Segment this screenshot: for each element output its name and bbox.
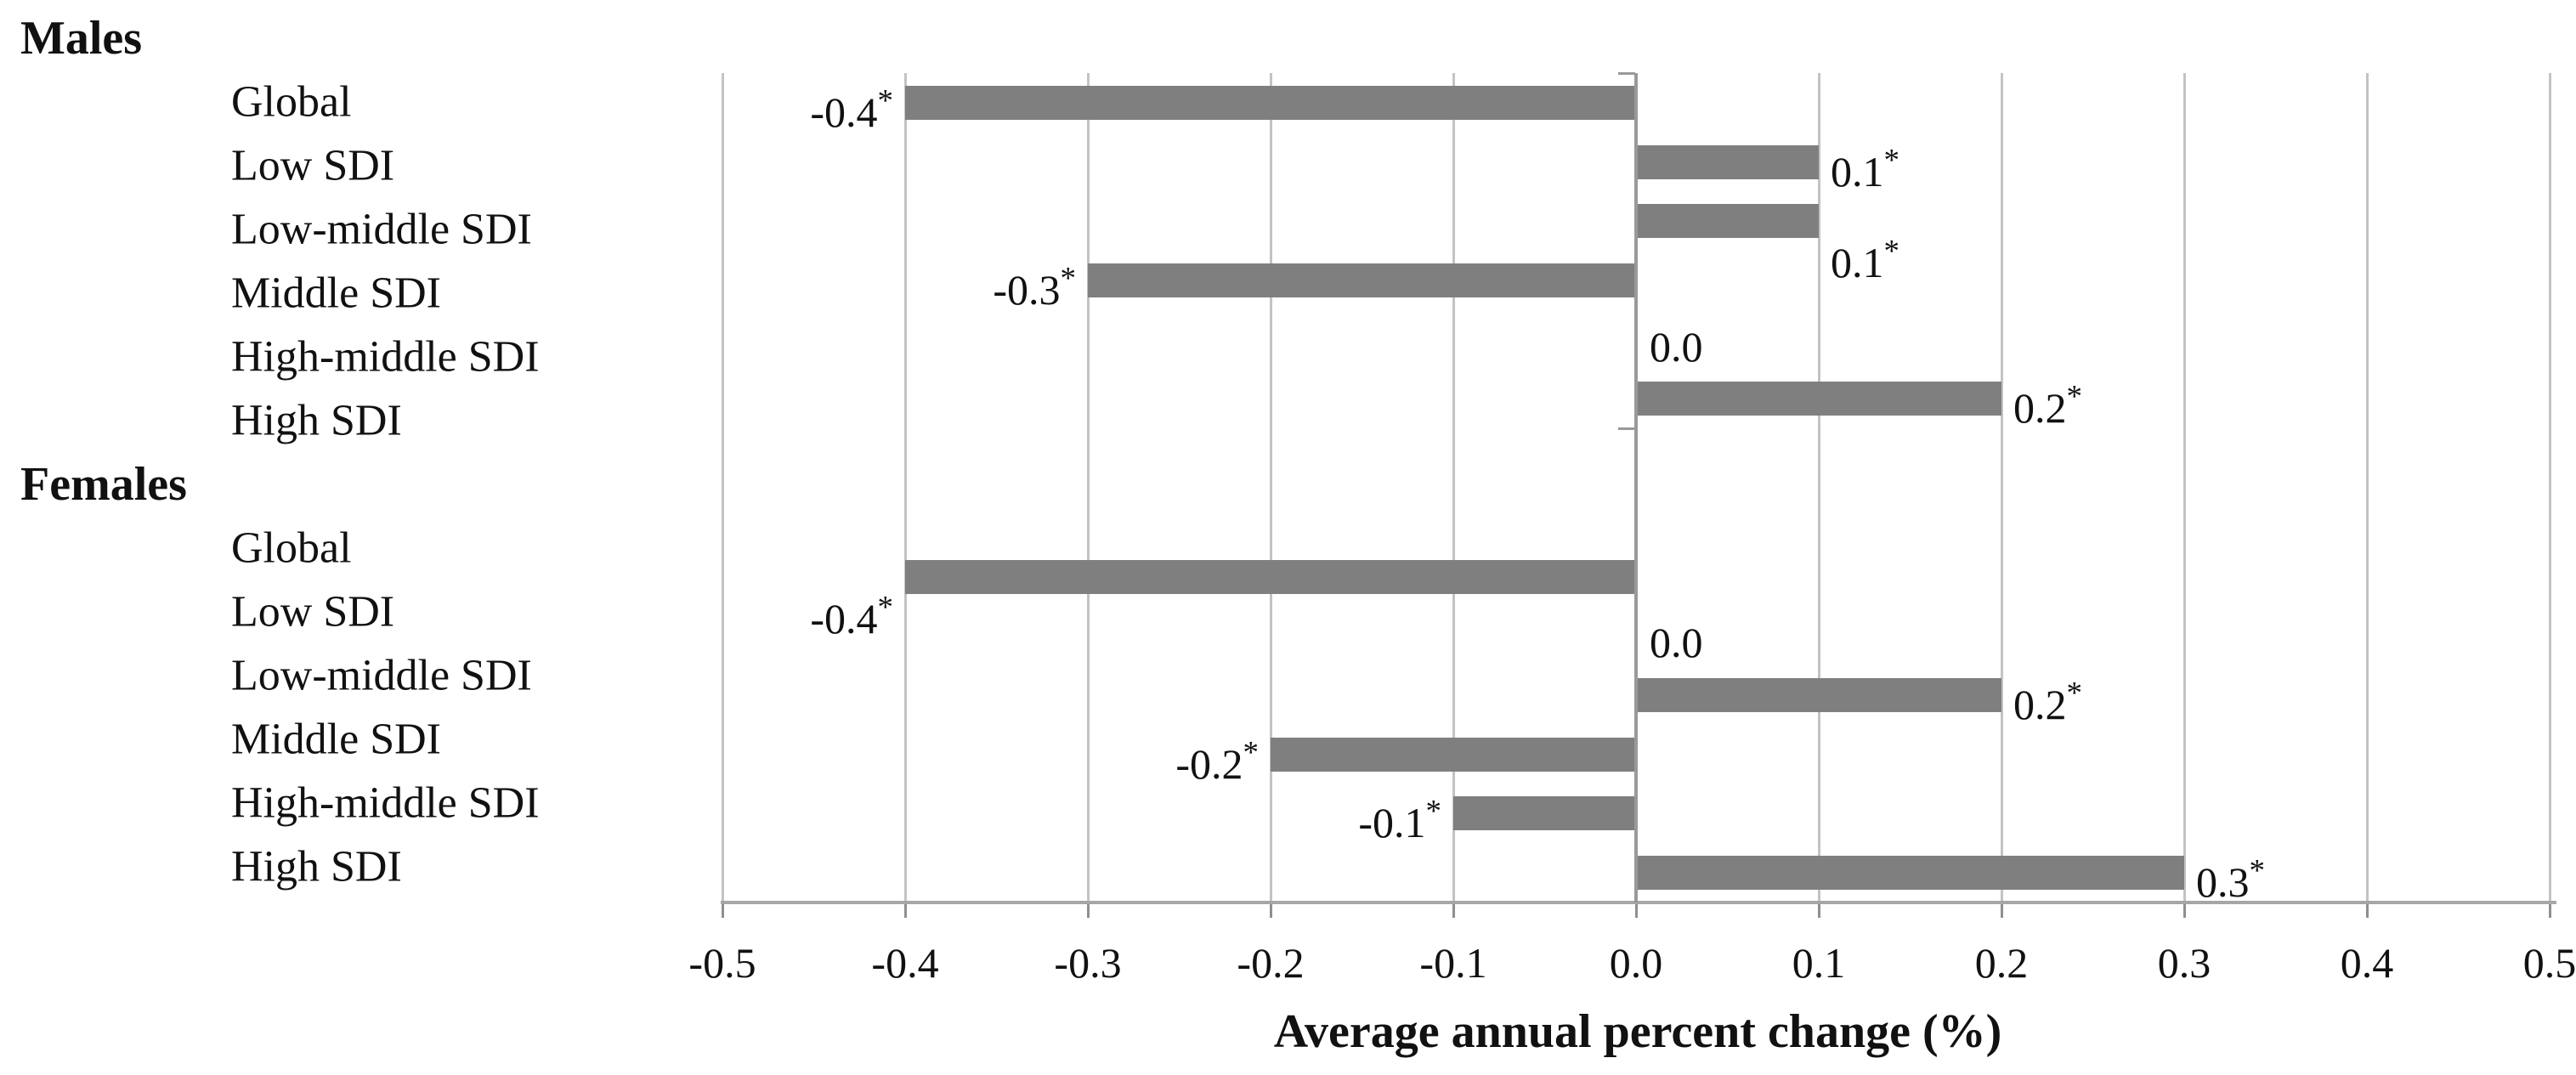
bar-females-low-middle-sdi [1636,678,2001,712]
x-axis-tick [2000,902,2003,918]
significance-asterisk: * [1883,234,1900,269]
gridline [903,73,907,902]
value-label: -0.1* [1358,794,1441,848]
category-label: Low SDI [231,141,395,190]
x-tick-label: 0.0 [1609,939,1663,987]
value-text: -0.3 [993,265,1061,314]
x-axis-tick [2183,902,2186,918]
value-label: 0.0 [1650,322,1703,371]
x-tick-label: 0.3 [2157,939,2211,987]
value-label: 0.2* [2013,379,2082,433]
bar-females-global [905,559,1636,594]
value-label: 0.0 [1650,618,1703,667]
x-axis-tick [2365,902,2369,918]
significance-asterisk: * [2066,676,2083,711]
value-label: 0.1* [1831,142,1899,196]
zero-axis-line [1634,73,1638,902]
x-axis-title: Average annual percent change (%) [1273,1005,2002,1058]
value-label: -0.3* [993,260,1076,314]
significance-asterisk: * [1243,734,1260,770]
significance-asterisk: * [1060,261,1077,297]
x-tick-label: -0.3 [1054,939,1122,987]
significance-asterisk: * [877,83,894,119]
category-label: Global [231,77,352,127]
category-label: High-middle SDI [231,778,540,828]
value-text: 0.1 [1831,239,1884,287]
value-label: -0.4* [810,82,893,137]
value-text: 0.2 [2013,680,2067,728]
bar-males-low-middle-sdi [1636,204,1819,239]
value-text: -0.2 [1175,739,1243,788]
gridline [1269,73,1272,902]
significance-asterisk: * [2249,853,2266,889]
category-label: High-middle SDI [231,332,540,382]
gridline [2548,73,2551,902]
bar-females-middle-sdi [1271,737,1636,772]
gridline [2000,73,2003,902]
category-label: Low-middle SDI [231,651,532,700]
bar-males-global [905,85,1636,120]
bar-males-middle-sdi [1088,263,1636,297]
value-label: -0.2* [1175,734,1259,789]
significance-asterisk: * [1425,794,1442,829]
x-tick-label: -0.1 [1419,939,1487,987]
category-axis-tick-mid [1618,427,1635,430]
category-label: Global [231,523,352,573]
gridline [1452,73,1455,902]
category-label: Middle SDI [231,269,441,318]
category-label: Low-middle SDI [231,205,532,254]
x-axis-line [721,901,2556,904]
value-text: 0.0 [1650,322,1703,371]
x-axis-tick [721,902,724,918]
value-text: 0.3 [2196,857,2250,906]
x-axis-tick [2548,902,2551,918]
x-tick-label: 0.2 [1974,939,2029,987]
x-axis-tick [1634,902,1638,918]
value-label: 0.3* [2196,852,2265,907]
value-text: -0.1 [1358,799,1426,847]
category-label: High SDI [231,842,402,891]
value-text: -0.4 [810,594,878,642]
x-tick-label: -0.2 [1237,939,1305,987]
gridline [1086,73,1090,902]
x-tick-label: -0.5 [688,939,756,987]
category-label: Low SDI [231,587,395,637]
significance-asterisk: * [2066,379,2083,415]
x-tick-label: 0.4 [2340,939,2394,987]
value-text: -0.4 [810,88,878,136]
value-label: 0.2* [2013,675,2082,729]
value-text: 0.2 [2013,384,2067,433]
x-axis-tick [1452,902,1455,918]
value-label: -0.4* [810,589,893,643]
gridline [721,73,724,902]
x-axis-tick [903,902,907,918]
value-text: 0.0 [1650,619,1703,667]
x-tick-label: 0.1 [1792,939,1846,987]
significance-asterisk: * [877,589,894,625]
gridline [1817,73,1820,902]
gridline [2183,73,2186,902]
bar-males-high-sdi [1636,382,2001,416]
group-header-females: Females [20,458,187,511]
x-tick-label: -0.4 [871,939,939,987]
value-label: 0.1* [1831,234,1899,288]
category-axis-tick-top [1618,72,1635,75]
bar-males-low-sdi [1636,144,1819,179]
x-axis-tick [1817,902,1820,918]
gridline [2365,73,2369,902]
group-header-males: Males [20,12,143,65]
bar-females-high-sdi [1636,856,2184,891]
value-text: 0.1 [1831,147,1884,195]
category-label: Middle SDI [231,715,441,764]
category-label: High SDI [231,396,402,445]
significance-asterisk: * [1883,142,1900,178]
bar-females-high-middle-sdi [1453,796,1636,831]
x-axis-tick [1086,902,1090,918]
x-tick-label: 0.5 [2522,939,2576,987]
x-axis-tick [1269,902,1272,918]
